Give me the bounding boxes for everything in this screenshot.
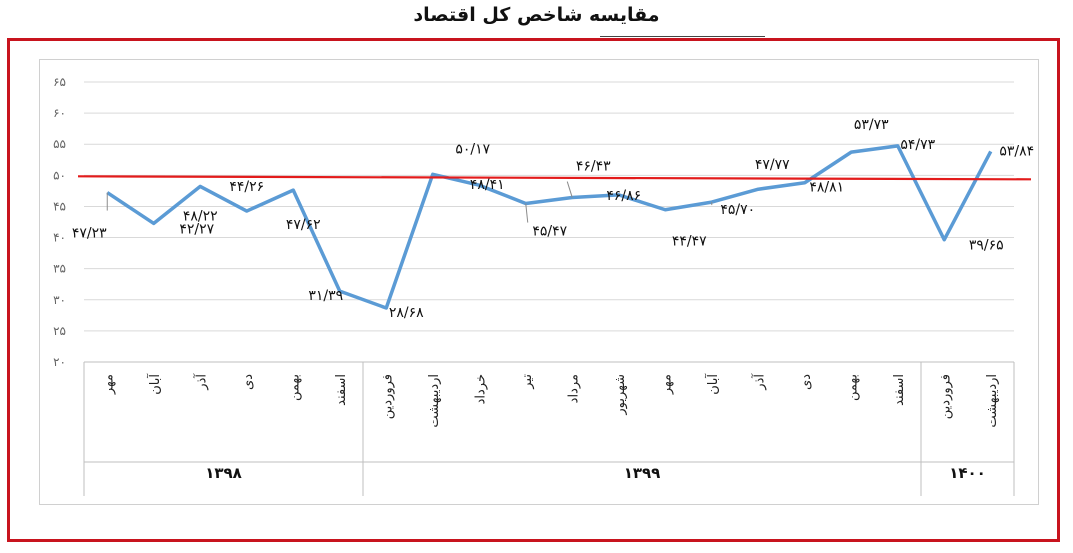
x-tick-label: آذر (192, 373, 209, 391)
x-tick-label: مهر (659, 374, 674, 395)
data-label: ۴۶/۸۶ (606, 188, 641, 204)
x-tick-label: بهمن (845, 374, 860, 401)
x-tick-label: اسفند (334, 374, 349, 406)
data-label: ۴۷/۷۷ (755, 157, 790, 173)
year-label: ۱۴۰۰ (949, 464, 986, 482)
x-tick-label: آذر (750, 373, 767, 391)
title-underline (600, 36, 765, 37)
y-axis: ۲۰ ۲۵ ۳۰ ۳۵ ۴۰ ۴۵ ۵۰ ۵۵ ۶۰ ۶۵ (53, 75, 66, 369)
data-label: ۴۷/۶۲ (286, 217, 321, 233)
data-label: ۳۹/۶۵ (969, 238, 1004, 254)
leader-line (525, 203, 529, 223)
data-label: ۳۱/۳۹ (308, 288, 343, 304)
x-tick-label: مهر (101, 374, 116, 395)
chart-title: مقایسه شاخص کل اقتصاد (413, 4, 660, 26)
data-label: ۴۴/۲۶ (229, 179, 264, 195)
x-tick-label: مرداد (566, 374, 581, 403)
data-label: ۵۳/۸۴ (999, 143, 1034, 159)
x-tick-label: آبان (704, 373, 721, 395)
series-line (106, 144, 993, 310)
y-tick-label: ۲۰ (53, 355, 66, 369)
x-axis: مهر آبان آذر دی بهمن اسفند فروردین اردیبهشت خردا… (83, 361, 1015, 496)
x-tick-label: دی (799, 374, 814, 390)
data-label: ۴۸/۴۱ (470, 177, 505, 193)
data-label: ۴۸/۸۱ (809, 180, 844, 196)
data-label: ۲۸/۶۸ (389, 305, 424, 321)
y-tick-label: ۵۰ (53, 168, 66, 182)
chart-area-border (39, 59, 1039, 505)
x-tick-label: اردیبهشت (427, 374, 442, 428)
year-label: ۱۳۹۸ (205, 464, 242, 482)
data-label: ۴۸/۲۲ (183, 208, 218, 224)
year-label: ۱۳۹۹ (624, 464, 661, 482)
series-line (77, 144, 1032, 310)
x-tick-label: فروردین (380, 374, 395, 419)
data-label: ۴۷/۲۳ (72, 226, 107, 242)
x-tick-label: تیر (520, 374, 535, 390)
x-tick-label: اسفند (892, 374, 907, 406)
red-frame (7, 38, 1060, 542)
y-tick-label: ۴۰ (53, 231, 66, 245)
y-tick-label: ۶۵ (53, 75, 66, 89)
y-tick-label: ۳۵ (53, 262, 66, 276)
data-label: ۴۴/۴۷ (672, 234, 707, 250)
y-tick-label: ۴۵ (53, 199, 66, 213)
x-tick-label: خرداد (473, 374, 488, 404)
leader-line (566, 181, 573, 198)
data-label: ۴۵/۴۷ (532, 224, 567, 240)
x-tick-label: بهمن (287, 374, 302, 401)
y-tick-label: ۲۵ (53, 324, 66, 338)
data-label: ۴۶/۴۳ (576, 159, 611, 175)
data-label: ۴۲/۲۷ (179, 221, 214, 237)
x-tick-label: فروردین (938, 374, 953, 419)
data-label: ۵۳/۷۳ (854, 117, 889, 133)
data-label: ۵۴/۷۳ (900, 137, 935, 153)
x-tick-label: شهریور (613, 374, 628, 416)
data-label: ۵۰/۱۷ (455, 141, 490, 157)
data-label: ۴۵/۷۰ (720, 202, 755, 218)
threshold-line (77, 175, 1032, 181)
x-tick-label: آبان (146, 373, 163, 395)
y-tick-label: ۶۰ (53, 106, 66, 120)
x-tick-label: دی (241, 374, 256, 390)
y-tick-label: ۵۵ (53, 137, 66, 151)
y-tick-label: ۳۰ (53, 293, 66, 307)
x-tick-label: اردیبهشت (985, 374, 1000, 428)
